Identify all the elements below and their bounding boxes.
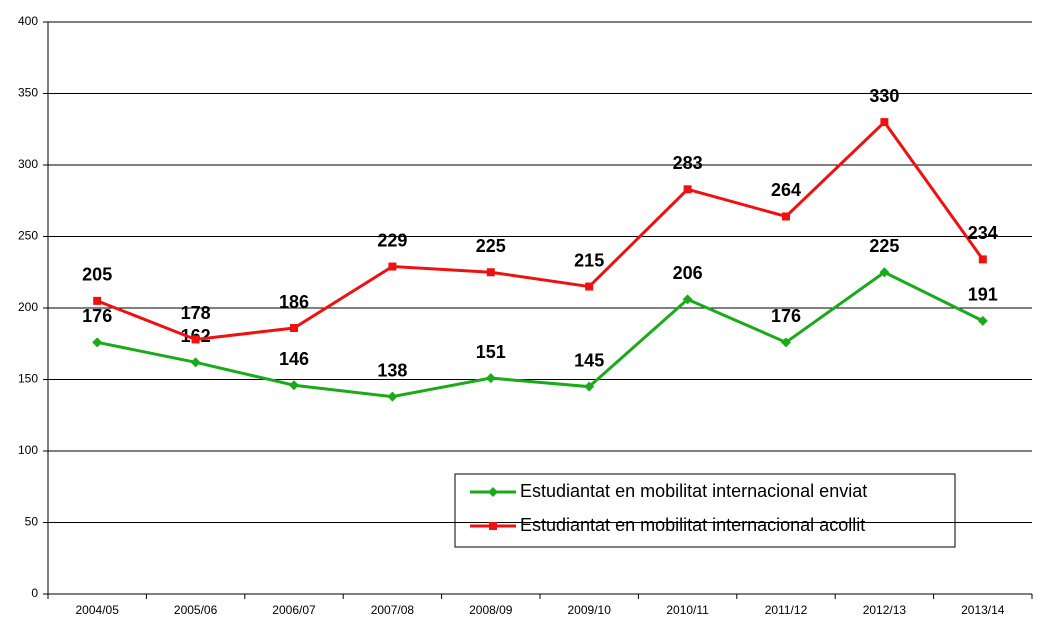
x-tick-label: 2009/10 [568, 603, 612, 617]
series-line [96, 270, 984, 399]
point [489, 522, 497, 530]
data-label: 215 [574, 250, 604, 270]
point [485, 373, 496, 384]
point [486, 268, 495, 277]
data-label: 234 [968, 223, 998, 243]
point [191, 335, 200, 344]
point [92, 337, 103, 348]
data-label: 145 [574, 350, 604, 370]
point [290, 324, 298, 333]
point [683, 185, 692, 194]
x-tick-label: 2013/14 [961, 603, 1005, 617]
point [782, 212, 790, 221]
y-tick-label: 200 [18, 300, 38, 314]
legend-box [454, 473, 956, 548]
y-tick-label: 100 [18, 443, 38, 457]
point [488, 487, 498, 497]
x-tick-label: 2007/08 [371, 603, 415, 617]
point [585, 282, 594, 291]
data-label: 178 [181, 303, 211, 323]
data-label: 191 [968, 285, 998, 305]
y-tick-label: 300 [18, 157, 38, 171]
series-line [96, 119, 985, 341]
data-label: 176 [771, 306, 801, 326]
data-label: 206 [673, 263, 703, 283]
y-tick-label: 250 [18, 229, 38, 243]
y-tick-label: 50 [25, 515, 39, 529]
point [388, 262, 397, 271]
data-label: 146 [279, 349, 309, 369]
x-tick-label: 2010/11 [666, 603, 709, 617]
point [978, 255, 987, 264]
legend-label: Estudiantat en mobilitat internacional e… [520, 481, 867, 501]
point [289, 380, 299, 391]
point [781, 337, 791, 348]
x-tick-label: 2008/09 [469, 603, 513, 617]
data-label: 151 [476, 342, 506, 362]
data-label: 176 [82, 306, 112, 326]
point [190, 357, 201, 368]
x-tick-label: 2004/05 [76, 603, 120, 617]
data-label: 330 [869, 86, 899, 106]
data-label: 264 [771, 180, 801, 200]
x-tick-label: 2005/06 [174, 603, 218, 617]
point [93, 296, 102, 305]
point [880, 118, 889, 127]
data-label: 225 [869, 236, 899, 256]
data-label: 138 [377, 360, 407, 380]
data-label: 229 [377, 230, 407, 250]
y-tick-label: 0 [31, 586, 38, 600]
data-label: 225 [476, 236, 506, 256]
x-tick-label: 2011/12 [765, 603, 808, 617]
legend-label: Estudiantat en mobilitat internacional a… [520, 515, 865, 535]
y-tick-label: 150 [18, 372, 38, 386]
point [879, 267, 890, 278]
point [387, 391, 398, 402]
y-tick-label: 400 [18, 14, 38, 28]
data-label: 283 [673, 153, 703, 173]
data-label: 186 [279, 292, 309, 312]
point [682, 294, 693, 305]
point [977, 315, 988, 326]
point [584, 381, 595, 392]
x-tick-label: 2006/07 [272, 603, 316, 617]
data-label: 205 [82, 265, 112, 285]
x-tick-label: 2012/13 [863, 603, 907, 617]
y-tick-label: 350 [18, 86, 38, 100]
